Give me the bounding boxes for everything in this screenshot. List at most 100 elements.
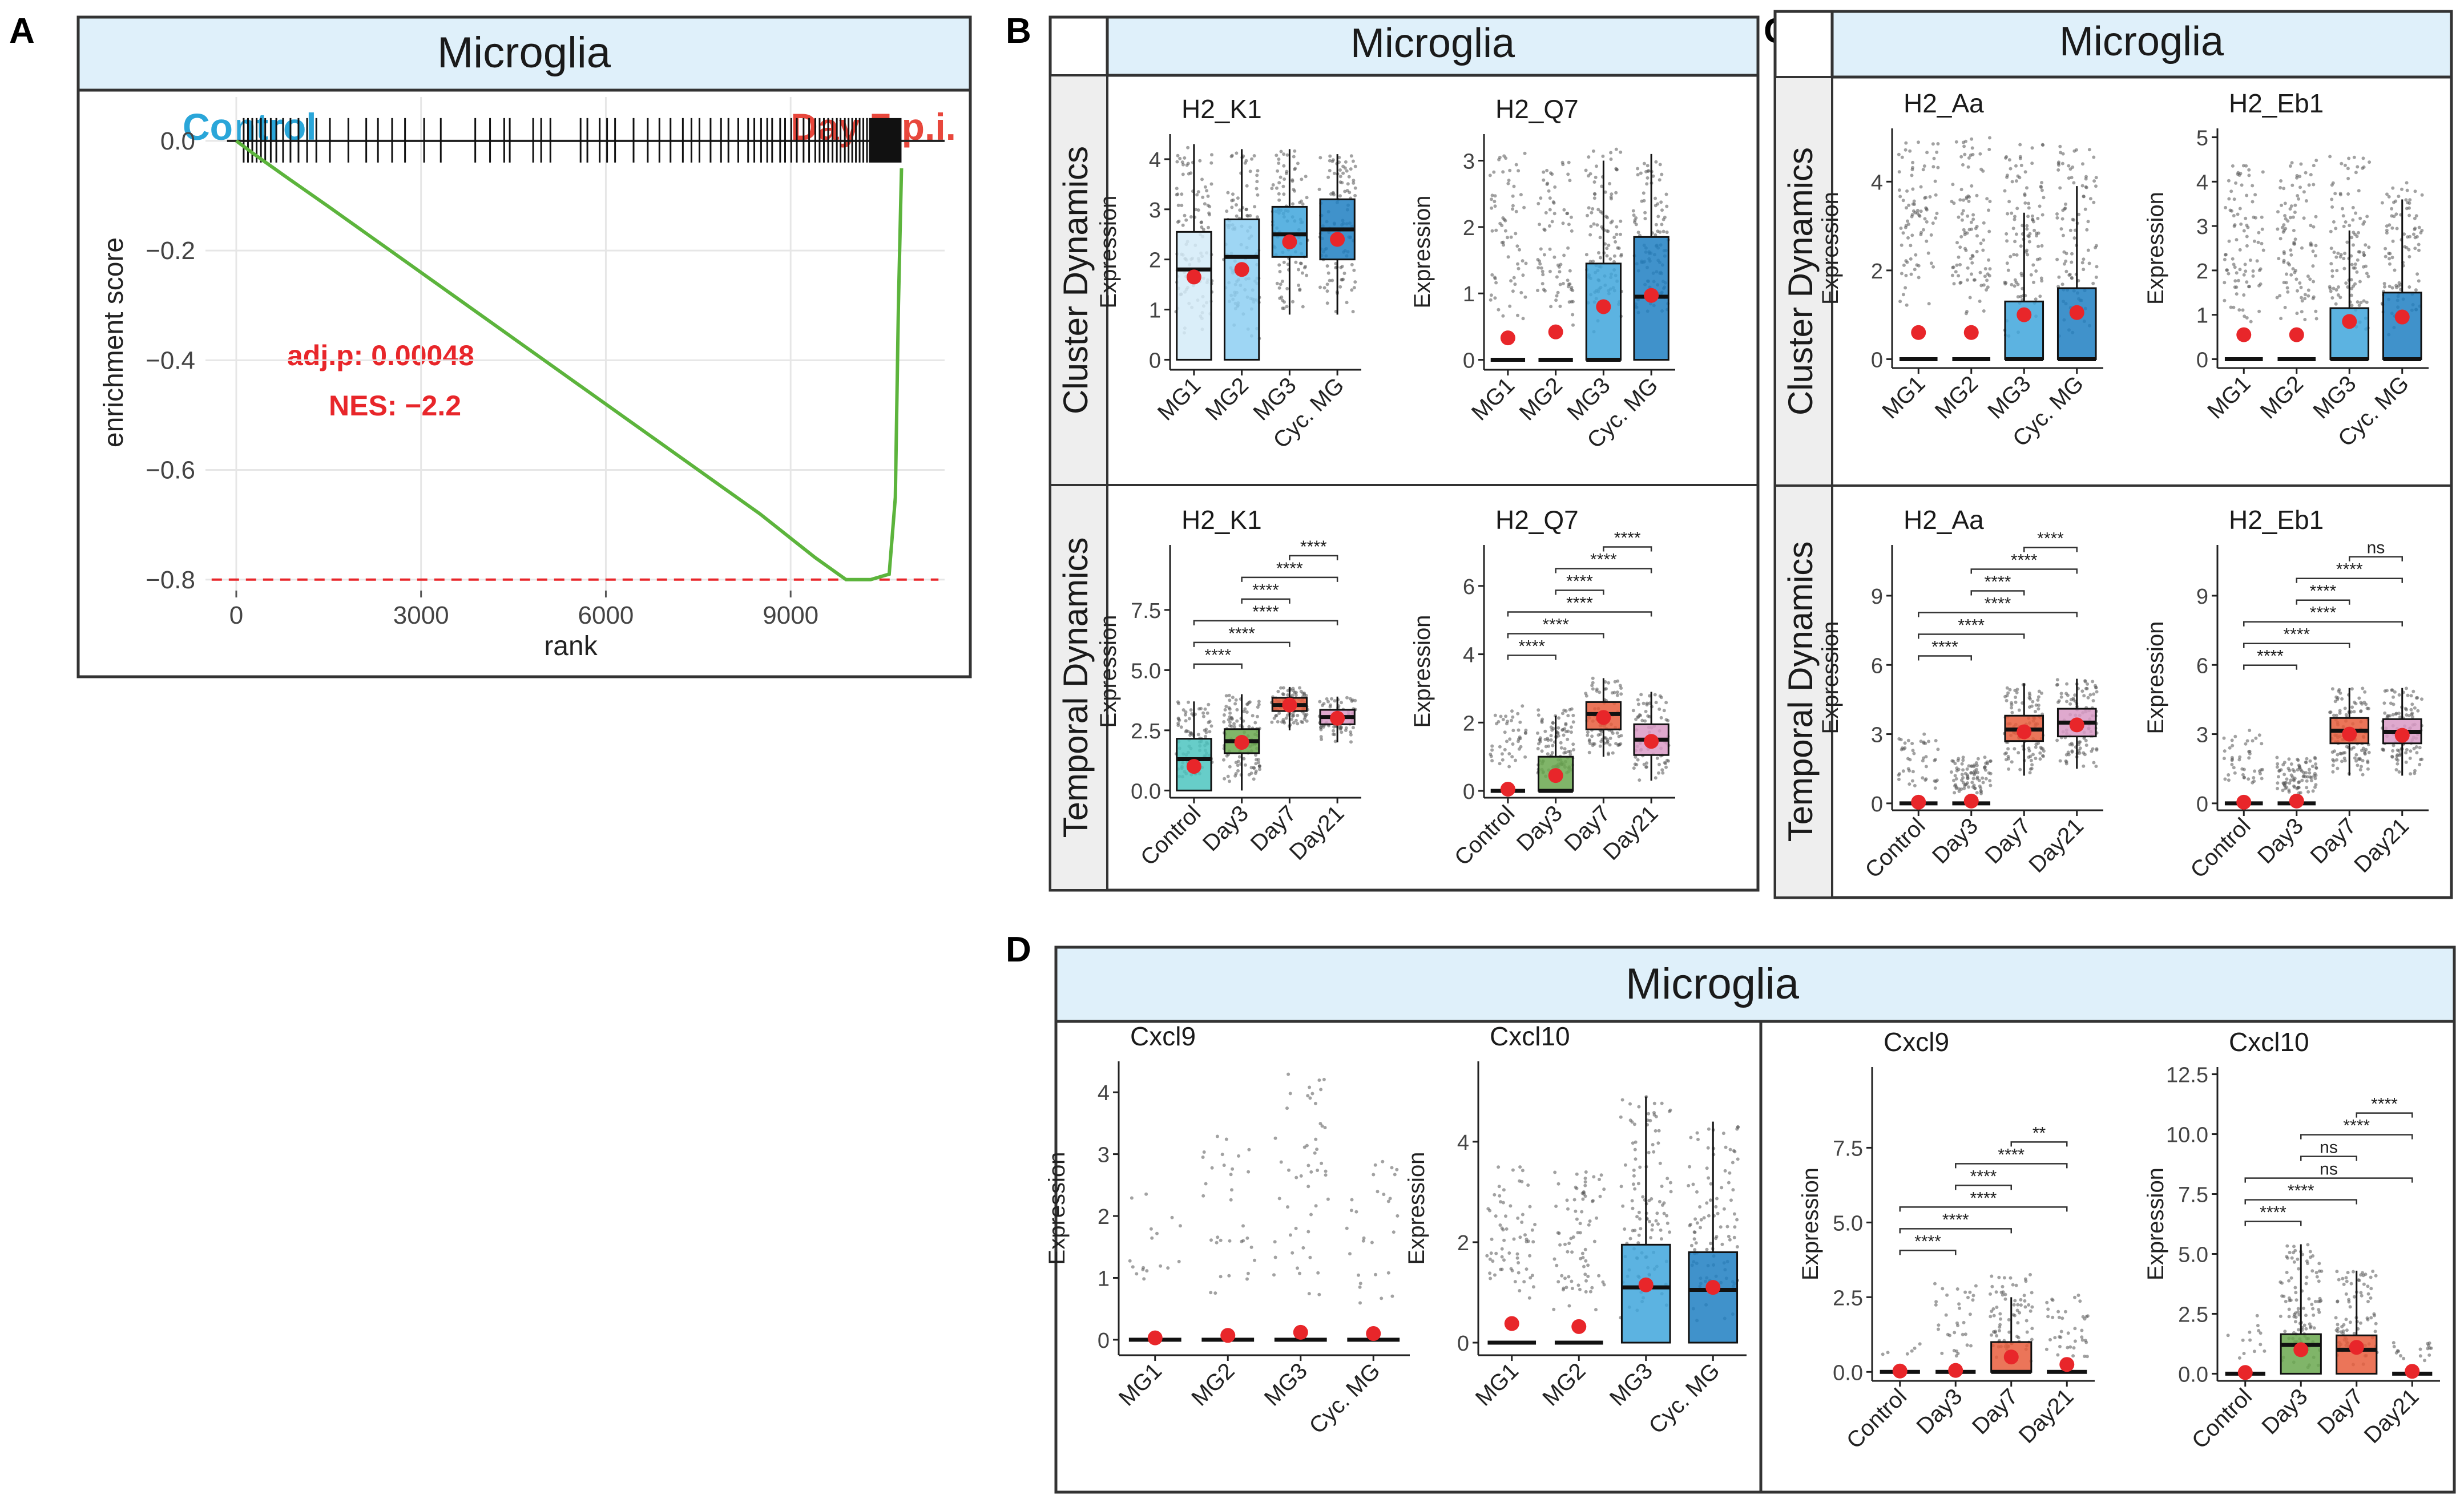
jitter-point	[1578, 1287, 1582, 1291]
jitter-point	[1631, 709, 1635, 713]
jitter-point	[2012, 253, 2016, 257]
y-tick-label: 6	[1871, 654, 1883, 678]
jitter-point	[1498, 762, 1502, 766]
jitter-point	[2332, 250, 2336, 254]
jitter-point	[1917, 140, 1920, 144]
jitter-point	[2240, 767, 2244, 771]
jitter-point	[1910, 168, 1914, 172]
jitter-point	[1601, 1280, 1605, 1284]
y-tick-label: 2	[1871, 260, 1883, 284]
jitter-point	[1503, 730, 1507, 734]
jitter-point	[2072, 218, 2076, 222]
jitter-point	[1501, 314, 1505, 318]
jitter-point	[1957, 789, 1961, 793]
jitter-point	[1297, 284, 1301, 287]
jitter-point	[1511, 715, 1515, 719]
jitter-point	[2305, 757, 2309, 761]
jitter-point	[2303, 293, 2307, 297]
jitter-point	[1982, 309, 1986, 313]
jitter-point	[2080, 184, 2084, 188]
jitter-point	[2228, 208, 2232, 212]
jitter-point	[1199, 220, 1203, 224]
panel-letter-a: A	[9, 11, 35, 51]
jitter-point	[2053, 1336, 2057, 1340]
jitter-point	[1615, 225, 1619, 229]
y-tick-label: 9	[1871, 585, 1883, 609]
jitter-point	[2285, 1271, 2289, 1274]
jitter-point	[2348, 224, 2352, 228]
jitter-point	[1606, 216, 1609, 220]
jitter-point	[1272, 716, 1276, 720]
jitter-point	[2092, 155, 2096, 159]
jitter-point	[1652, 1111, 1656, 1114]
jitter-point	[1981, 169, 1985, 173]
subplot-title: H2_Aa	[1904, 88, 1984, 118]
jitter-point	[2330, 269, 2334, 273]
jitter-point	[2002, 1276, 2006, 1280]
jitter-point	[1514, 163, 1518, 167]
jitter-point	[2428, 1346, 2432, 1350]
jitter-point	[1521, 1169, 1525, 1173]
jitter-point	[2297, 197, 2301, 201]
jitter-point	[2040, 244, 2044, 248]
jitter-point	[1560, 1274, 1564, 1278]
jitter-point	[1518, 1235, 1522, 1239]
jitter-point	[1963, 152, 1967, 156]
jitter-point	[1511, 742, 1515, 746]
jitter-point	[2077, 740, 2081, 744]
jitter-point	[2283, 1330, 2287, 1334]
jitter-point	[1736, 1125, 1740, 1129]
jitter-point	[1564, 709, 1568, 713]
jitter-point	[1936, 748, 1940, 751]
jitter-point	[2397, 284, 2401, 288]
gsea-x-tick-label: 0	[229, 601, 243, 629]
jitter-point	[1634, 717, 1638, 721]
jitter-point	[2302, 190, 2306, 194]
jitter-point	[2296, 758, 2300, 762]
jitter-point	[1523, 732, 1527, 735]
jitter-point	[2278, 294, 2282, 298]
jitter-point	[1374, 1272, 1377, 1276]
jitter-point	[1489, 1276, 1493, 1280]
jitter-point	[1586, 1274, 1590, 1278]
jitter-point	[1933, 786, 1937, 790]
jitter-point	[2005, 261, 2009, 265]
jitter-point	[1219, 1275, 1223, 1279]
jitter-point	[1919, 209, 1923, 213]
jitter-point	[1317, 1078, 1321, 1082]
jitter-point	[2030, 1327, 2034, 1331]
jitter-point	[1659, 716, 1663, 720]
jitter-point	[1619, 1115, 1623, 1119]
jitter-point	[2092, 200, 2096, 204]
jitter-point	[1276, 169, 1280, 173]
jitter-point	[1591, 687, 1595, 691]
jitter-point	[1205, 711, 1209, 715]
jitter-point	[2023, 193, 2027, 197]
significance-bracket	[1970, 590, 2025, 596]
jitter-point	[2300, 778, 2304, 782]
jitter-point	[1293, 189, 1297, 193]
jitter-point	[1901, 293, 1905, 297]
jitter-point	[1241, 1224, 1245, 1228]
jitter-point	[1952, 778, 1955, 782]
jitter-point	[1571, 1235, 1575, 1239]
jitter-point	[1960, 212, 1964, 216]
jitter-point	[1301, 721, 1305, 724]
jitter-point	[2243, 262, 2247, 266]
jitter-point	[1595, 223, 1599, 227]
jitter-point	[1195, 193, 1199, 197]
jitter-point	[2312, 183, 2316, 187]
jitter-point	[1256, 169, 1260, 173]
jitter-point	[1507, 765, 1511, 769]
jitter-point	[2036, 695, 2040, 699]
jitter-point	[2058, 144, 2062, 148]
jitter-point	[1235, 203, 1238, 207]
jitter-point	[1541, 273, 1545, 277]
jitter-point	[2357, 696, 2361, 700]
jitter-point	[1924, 196, 1928, 200]
jitter-point	[1617, 734, 1621, 738]
jitter-point	[1598, 733, 1602, 736]
jitter-point	[2094, 184, 2098, 188]
jitter-point	[1544, 211, 1548, 215]
jitter-point	[1219, 1238, 1223, 1242]
